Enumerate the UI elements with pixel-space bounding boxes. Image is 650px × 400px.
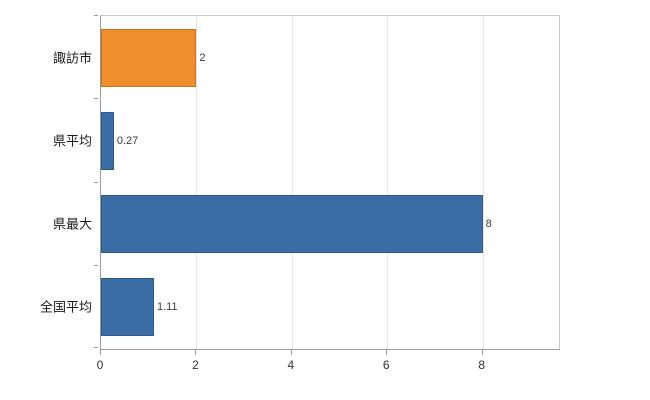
- bar-2: [101, 111, 114, 170]
- y-axis: 諏訪市県平均県最大全国平均: [0, 15, 98, 350]
- y-tick: [94, 347, 98, 348]
- value-label: 8: [485, 218, 492, 231]
- plot-area: 2 0.27 8 1.11: [100, 15, 560, 350]
- x-tick-label: 2: [192, 358, 199, 372]
- x-tick-label: 6: [382, 358, 390, 372]
- x-tick: [290, 350, 292, 355]
- x-tick: [481, 350, 483, 355]
- y-tick: [94, 181, 98, 183]
- x-tick: [386, 350, 388, 355]
- value-label: 1.11: [156, 301, 178, 314]
- bar-1: [101, 28, 197, 87]
- bar-3: [101, 195, 483, 254]
- category-label: 全国平均: [39, 299, 92, 315]
- category-label: 県平均: [52, 133, 92, 149]
- y-tick: [94, 15, 98, 16]
- x-tick-label: 0: [96, 358, 104, 372]
- gridline: [196, 16, 198, 349]
- x-tick: [100, 350, 101, 355]
- y-tick: [94, 264, 98, 266]
- bar-4: [101, 278, 154, 337]
- category-label: 県最大: [52, 216, 92, 232]
- x-tick: [195, 350, 197, 355]
- value-label: 2: [199, 51, 206, 64]
- x-tick-label: 8: [478, 358, 485, 372]
- x-tick-label: 4: [287, 358, 295, 372]
- gridline: [291, 16, 293, 349]
- value-label: 0.27: [116, 134, 139, 147]
- category-label: 諏訪市: [52, 50, 92, 66]
- gridline: [482, 16, 484, 349]
- x-axis: 0 2 4 6 8: [96, 350, 570, 380]
- gridline: [387, 16, 389, 349]
- y-tick: [94, 98, 98, 100]
